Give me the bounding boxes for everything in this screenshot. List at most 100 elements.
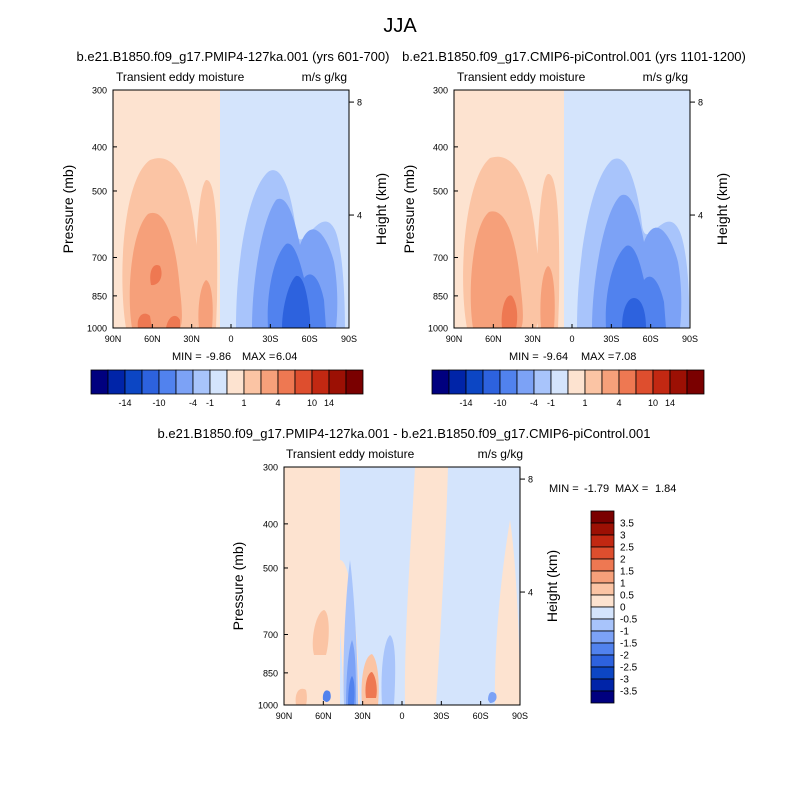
panel-2-field bbox=[454, 90, 690, 328]
panel-3-y-ticks-right: 84 bbox=[520, 475, 533, 598]
colorbar-tick-label: -4 bbox=[189, 398, 197, 408]
y-tick-label: 300 bbox=[263, 463, 278, 473]
colorbar-tick-label: 1.5 bbox=[620, 567, 634, 578]
y-tick-label-right: 8 bbox=[528, 475, 533, 485]
panel-3-x-ticks: 90N 60N 30N 0 30S 60S 90S bbox=[276, 701, 528, 721]
colorbar-swatch bbox=[294, 369, 313, 395]
colorbar-tick-label: -3 bbox=[620, 675, 629, 686]
panel-2-y-axis-label: Pressure (mb) bbox=[401, 165, 417, 254]
panel-2-colorbar: -14 -10 -4 -1 1 4 10 14 bbox=[431, 369, 705, 408]
panel-1-min-label: MIN = bbox=[172, 351, 202, 363]
colorbar-tick-label: -4 bbox=[530, 398, 538, 408]
colorbar-tick-label: 0 bbox=[620, 603, 626, 614]
colorbar-swatch bbox=[618, 369, 637, 395]
y-tick-label: 850 bbox=[92, 291, 107, 301]
y-tick-label-right: 4 bbox=[528, 588, 533, 598]
y-tick-label: 300 bbox=[92, 86, 107, 96]
panel-1-left-label: Transient eddy moisture bbox=[116, 70, 245, 84]
colorbar-swatch bbox=[533, 369, 552, 395]
colorbar-swatch bbox=[590, 570, 615, 584]
y-tick-label: 400 bbox=[92, 142, 107, 152]
panel-1-y-ticks-right: 84 bbox=[349, 98, 362, 221]
panel-1-x-ticks: 90N 60N 30N 0 30S 60S 90S bbox=[105, 324, 357, 344]
x-tick-label: 30N bbox=[524, 334, 541, 344]
panel-2-y-ticks-right: 84 bbox=[690, 98, 703, 221]
panel-3-title: b.e21.B1850.f09_g17.PMIP4-127ka.001 - b.… bbox=[158, 426, 651, 441]
colorbar-tick-label: -10 bbox=[493, 398, 506, 408]
colorbar-swatch bbox=[590, 522, 615, 536]
y-tick-label: 500 bbox=[263, 563, 278, 573]
colorbar-swatch bbox=[90, 369, 109, 395]
colorbar-tick-label: 14 bbox=[665, 398, 675, 408]
colorbar-swatch bbox=[260, 369, 279, 395]
panel-1-right-label: m/s g/kg bbox=[302, 70, 347, 84]
colorbar-swatch bbox=[209, 369, 228, 395]
colorbar-swatch bbox=[516, 369, 535, 395]
panel-1-y-ticks: 300 400 500 700 850 1000 bbox=[87, 86, 117, 334]
y-tick-label: 850 bbox=[263, 668, 278, 678]
colorbar-swatch bbox=[590, 678, 615, 692]
x-tick-label: 60S bbox=[473, 711, 489, 721]
panel-2-min-value: -9.64 bbox=[543, 351, 568, 363]
x-tick-label: 0 bbox=[399, 711, 404, 721]
x-tick-label: 90S bbox=[512, 711, 528, 721]
y-tick-label-right: 4 bbox=[357, 211, 362, 221]
panel-3-colorbar: 3.532.521.510.50-0.5-1-1.5-2-2.5-3-3.5 bbox=[590, 510, 638, 704]
colorbar-tick-label: 10 bbox=[648, 398, 658, 408]
colorbar-tick-label: -2.5 bbox=[620, 663, 638, 674]
colorbar-tick-label: -14 bbox=[118, 398, 131, 408]
figure-title: JJA bbox=[383, 15, 417, 37]
colorbar-swatch bbox=[686, 369, 705, 395]
panel-2: b.e21.B1850.f09_g17.CMIP6-piControl.001 … bbox=[401, 49, 746, 408]
colorbar-swatch bbox=[175, 369, 194, 395]
colorbar-swatch bbox=[311, 369, 330, 395]
colorbar-swatch bbox=[499, 369, 518, 395]
colorbar-swatch bbox=[277, 369, 296, 395]
colorbar-swatch bbox=[345, 369, 364, 395]
colorbar-swatch bbox=[243, 369, 262, 395]
panel-3-y-ticks: 300 400 500 700 850 1000 bbox=[258, 463, 288, 711]
colorbar-tick-label: 1 bbox=[620, 579, 626, 590]
panel-3: b.e21.B1850.f09_g17.PMIP4-127ka.001 - b.… bbox=[158, 426, 677, 721]
colorbar-tick-label: 10 bbox=[307, 398, 317, 408]
colorbar-swatch bbox=[590, 606, 615, 620]
colorbar-tick-label: -1 bbox=[620, 627, 629, 638]
panel-1-field bbox=[113, 90, 349, 328]
colorbar-tick-label: 0.5 bbox=[620, 591, 634, 602]
panel-3-min-label: MIN = bbox=[549, 483, 579, 495]
y-tick-label: 700 bbox=[92, 253, 107, 263]
colorbar-tick-label: -0.5 bbox=[620, 615, 638, 626]
x-tick-label: 30N bbox=[183, 334, 200, 344]
colorbar-tick-label: 1 bbox=[582, 398, 587, 408]
y-tick-label: 850 bbox=[433, 291, 448, 301]
x-tick-label: 30S bbox=[262, 334, 278, 344]
panel-3-max-label: MAX = bbox=[615, 483, 648, 495]
colorbar-swatch bbox=[107, 369, 126, 395]
x-tick-label: 0 bbox=[228, 334, 233, 344]
y-tick-label-right: 8 bbox=[357, 98, 362, 108]
colorbar-swatch bbox=[431, 369, 450, 395]
colorbar-tick-label: 1 bbox=[241, 398, 246, 408]
x-tick-label: 90N bbox=[446, 334, 463, 344]
colorbar-swatch bbox=[328, 369, 347, 395]
panel-3-max-value: 1.84 bbox=[655, 483, 676, 495]
y-tick-label: 500 bbox=[433, 186, 448, 196]
panel-1-colorbar: -14 -10 -4 -1 1 4 10 14 bbox=[90, 369, 364, 408]
colorbar-swatch bbox=[590, 594, 615, 608]
panel-1-y-axis-label: Pressure (mb) bbox=[60, 165, 76, 254]
y-tick-label: 400 bbox=[263, 519, 278, 529]
colorbar-swatch bbox=[601, 369, 620, 395]
x-tick-label: 30N bbox=[354, 711, 371, 721]
colorbar-tick-label: 2 bbox=[620, 555, 626, 566]
panel-1-title: b.e21.B1850.f09_g17.PMIP4-127ka.001 (yrs… bbox=[77, 49, 390, 64]
colorbar-swatch bbox=[448, 369, 467, 395]
colorbar-tick-label: 3.5 bbox=[620, 519, 634, 530]
colorbar-tick-label: 4 bbox=[275, 398, 280, 408]
colorbar-tick-label: -1.5 bbox=[620, 639, 638, 650]
panel-2-y-ticks: 300 400 500 700 850 1000 bbox=[428, 86, 458, 334]
x-tick-label: 90S bbox=[341, 334, 357, 344]
x-tick-label: 90S bbox=[682, 334, 698, 344]
panel-3-left-label: Transient eddy moisture bbox=[286, 447, 415, 461]
y-tick-label: 1000 bbox=[258, 701, 278, 711]
y-tick-label-right: 4 bbox=[698, 211, 703, 221]
